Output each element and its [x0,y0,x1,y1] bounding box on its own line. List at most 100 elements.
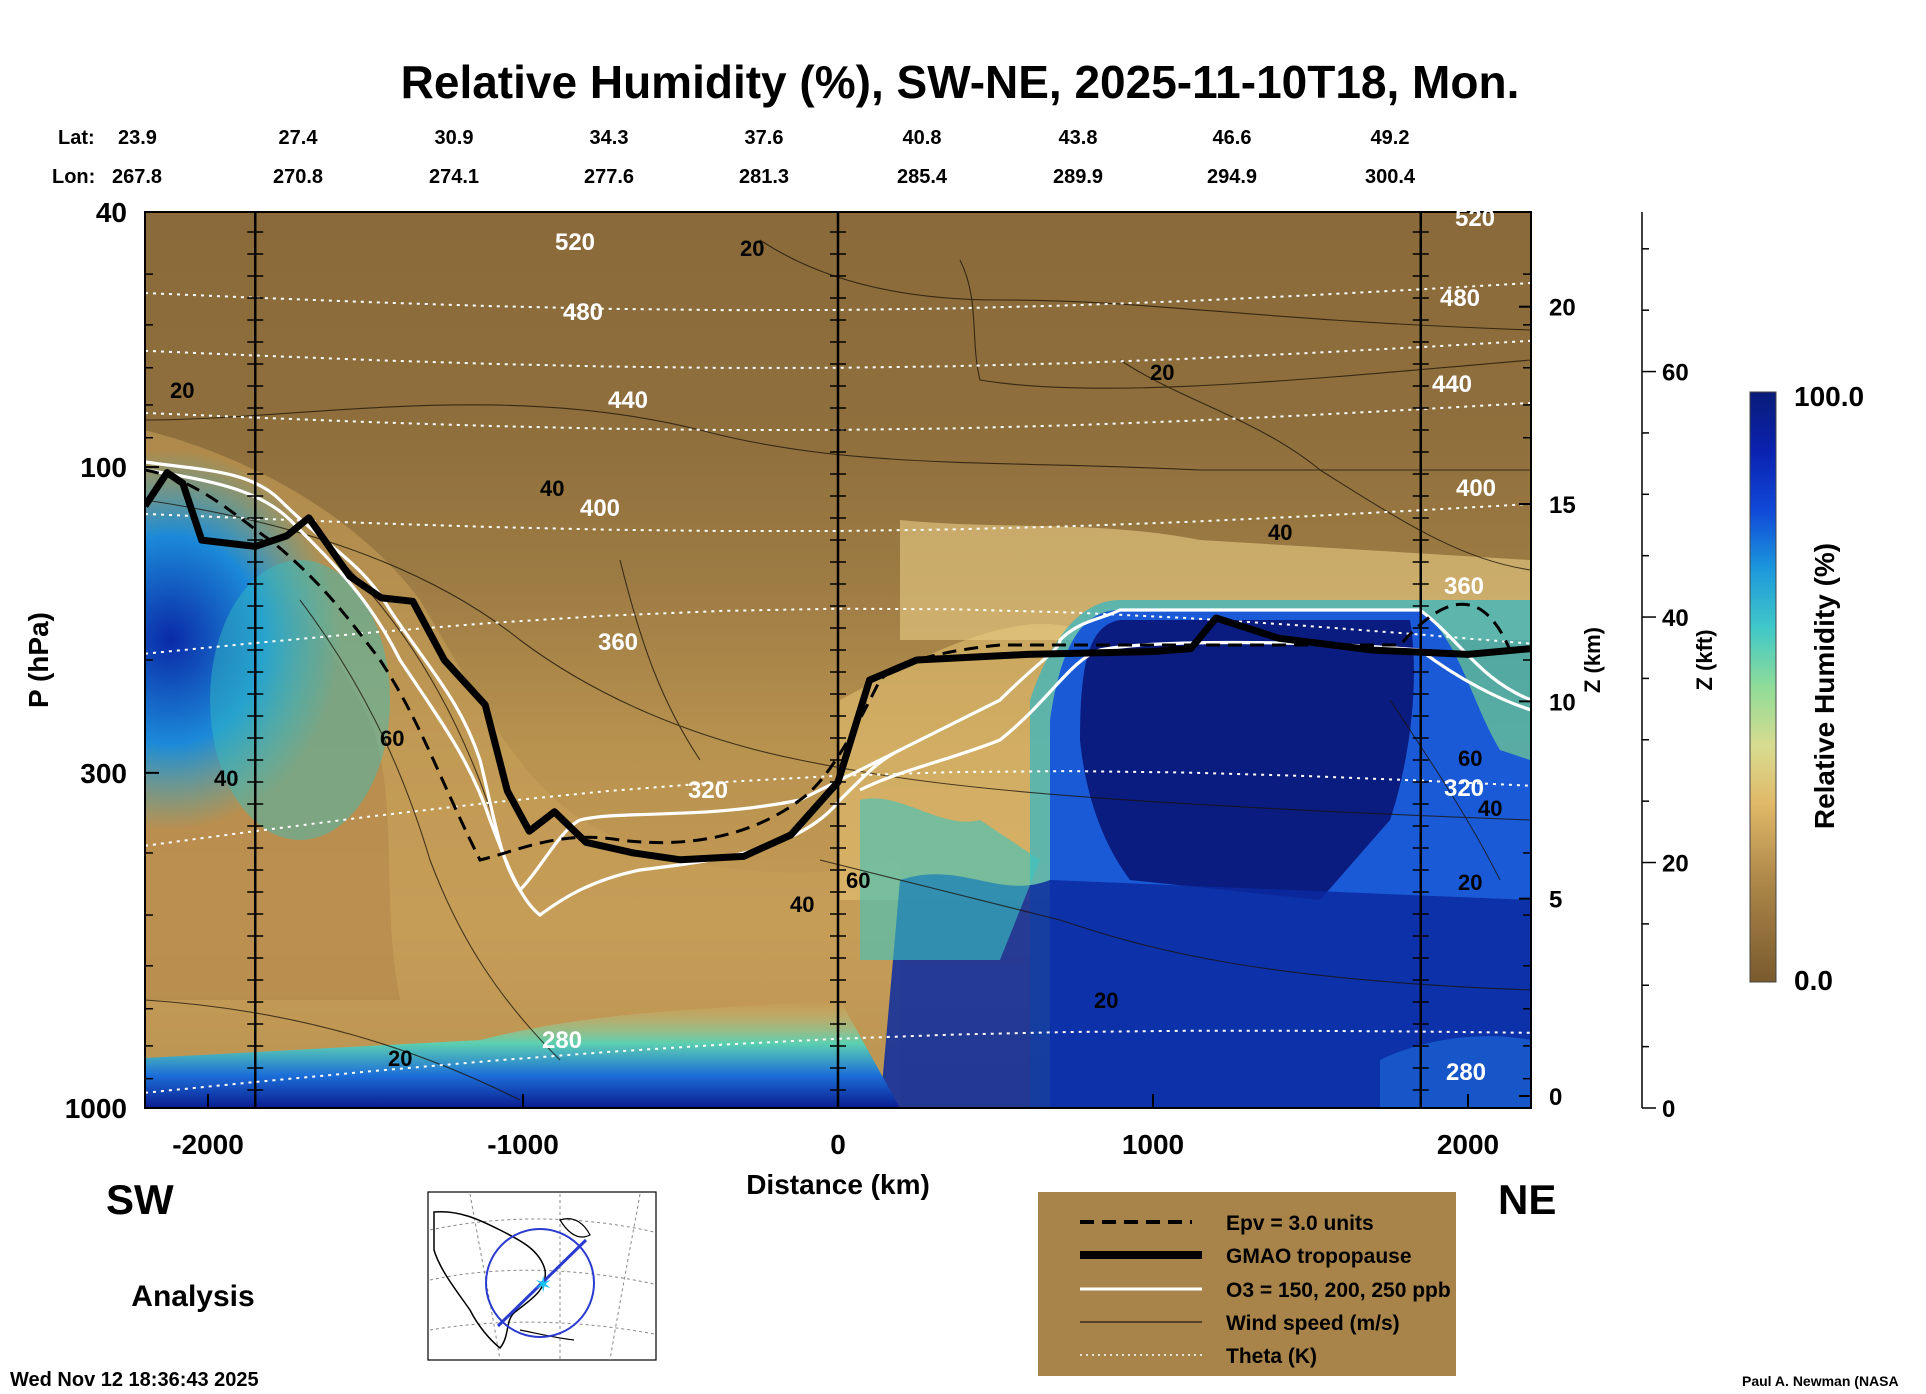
z-kft-axis-label: Z (kft) [1692,629,1717,690]
wind-labels: 20 20 20 20 20 20 40 40 40 40 40 60 60 6… [170,236,1502,1071]
y-tick-label: 100 [80,452,127,483]
wind-label-40-e: 40 [1478,796,1502,821]
theta-label: 520 [555,229,595,256]
lat-value: 40.8 [903,127,942,149]
wind-label-40-a: 40 [540,476,564,501]
theta-label: 440 [1432,371,1472,398]
legend-label-ozone: O3 = 150, 200, 250 ppb [1226,1279,1451,1302]
theta-label: 480 [563,299,603,326]
wind-label-40-b: 40 [214,766,238,791]
lon-row-label: Lon: [52,166,95,188]
x-tick-label: 1000 [1122,1129,1184,1160]
lat-value: 23.9 [118,127,157,149]
lon-value: 289.9 [1053,166,1103,188]
lon-value: 300.4 [1365,166,1416,188]
chart-title: Relative Humidity (%), SW-NE, 2025-11-10… [401,56,1520,108]
z-kft-tick-label: 40 [1662,605,1689,632]
wind-label-40-d: 40 [1268,520,1292,545]
lat-value: 30.9 [435,127,474,149]
wind-label-20-a: 20 [170,378,194,403]
x-axis-label: Distance (km) [746,1169,930,1200]
lon-value: 270.8 [273,166,323,188]
lon-value: 274.1 [429,166,479,188]
plot-area [145,212,1531,1108]
colorbar-min-label: 0.0 [1794,965,1833,996]
z-kft-tick-label: 20 [1662,851,1689,878]
z-km-tick-label: 10 [1549,689,1576,716]
lat-value: 46.6 [1213,127,1252,149]
y-tick-label: 1000 [65,1093,127,1124]
center-star-icon: ✶ [534,1273,552,1298]
colorbar [1749,391,1777,983]
theta-label: 480 [1440,285,1480,312]
lat-value: 49.2 [1371,127,1410,149]
theta-line [145,607,1531,655]
lon-value: 285.4 [897,166,948,188]
lon-value: 294.9 [1207,166,1257,188]
z-km-tick-label: 5 [1549,887,1562,914]
lower-moist-streak [860,798,1040,960]
sw-label: SW [106,1176,174,1223]
theta-label: 360 [1444,573,1484,600]
z-km-axis-label: Z (km) [1580,627,1605,693]
colorbar-max-label: 100.0 [1794,381,1864,412]
theta-labels: 520 520 480 480 440 440 400 400 360 360 320 320 280 2… [542,205,1496,1086]
lon-value: 281.3 [739,166,789,188]
x-tick-label: 2000 [1437,1129,1499,1160]
theta-label: 440 [608,387,648,414]
surface-moist-band [145,1000,900,1108]
wind-label-20-f: 20 [1458,870,1482,895]
legend: Epv = 3.0 units GMAO tropopause O3 = 150… [1038,1192,1456,1376]
theta-label: 320 [1444,775,1484,802]
axes: -2000 -1000 0 1000 2000 40 100 300 1000 0 5 10 15 20 0… [65,197,1689,1160]
lower-saturated-layer [880,874,1530,1108]
theta-label: 280 [1446,1059,1486,1086]
theta-label: 400 [1456,475,1496,502]
left-moist-blob [145,450,340,830]
lat-value: 27.4 [279,127,319,149]
z-kft-tick-label: 0 [1662,1096,1675,1123]
lat-value: 37.6 [745,127,784,149]
lat-row-label: Lat: [58,127,95,149]
theta-line [145,1029,1531,1094]
wind-label-60-c: 60 [1458,746,1482,771]
z-km-tick-label: 0 [1549,1084,1562,1111]
analysis-label: Analysis [131,1280,254,1313]
legend-label-theta: Theta (K) [1226,1345,1317,1368]
wind-label-40-c: 40 [790,892,814,917]
legend-label-wind: Wind speed (m/s) [1226,1312,1400,1335]
y-axis-label: P (hPa) [23,612,54,708]
wind-label-60-b: 60 [846,868,870,893]
lat-lon-row: 23.9 27.4 30.9 34.3 37.6 40.8 43.8 46.6 49.2 267.… [112,127,1416,188]
range-circle [485,1228,595,1338]
theta-label: 360 [598,629,638,656]
lat-value: 43.8 [1059,127,1098,149]
wind-label-60-a: 60 [380,726,404,751]
right-saturated-core [1080,620,1414,900]
z-kft-tick-label: 60 [1662,360,1689,387]
theta-label: 320 [688,777,728,804]
ne-label: NE [1498,1176,1556,1223]
credit: Paul A. Newman (NASA [1742,1373,1899,1389]
wind-label-20-d: 20 [388,1046,412,1071]
wind-label-20-b: 20 [1150,360,1174,385]
x-tick-label: 0 [830,1129,846,1160]
x-tick-label: -1000 [487,1129,559,1160]
z-km-tick-label: 20 [1549,295,1576,322]
theta-label: 400 [580,495,620,522]
inset-map: ✶ [427,1191,657,1361]
north-america-outline [433,1211,546,1350]
vertical-markers [247,212,1429,1108]
timestamp: Wed Nov 12 18:36:43 2025 [10,1369,259,1391]
colorbar-label: Relative Humidity (%) [1809,543,1840,829]
wind-label-20-c: 20 [740,236,764,261]
epv-contour [145,468,1512,862]
lon-value: 277.6 [584,166,634,188]
wind-label-20-e: 20 [1094,988,1118,1013]
x-tick-label: -2000 [172,1129,244,1160]
y-tick-label: 300 [80,758,127,789]
legend-label-epv: Epv = 3.0 units [1226,1212,1374,1235]
theta-label: 520 [1455,205,1495,232]
z-km-tick-label: 15 [1549,492,1576,519]
